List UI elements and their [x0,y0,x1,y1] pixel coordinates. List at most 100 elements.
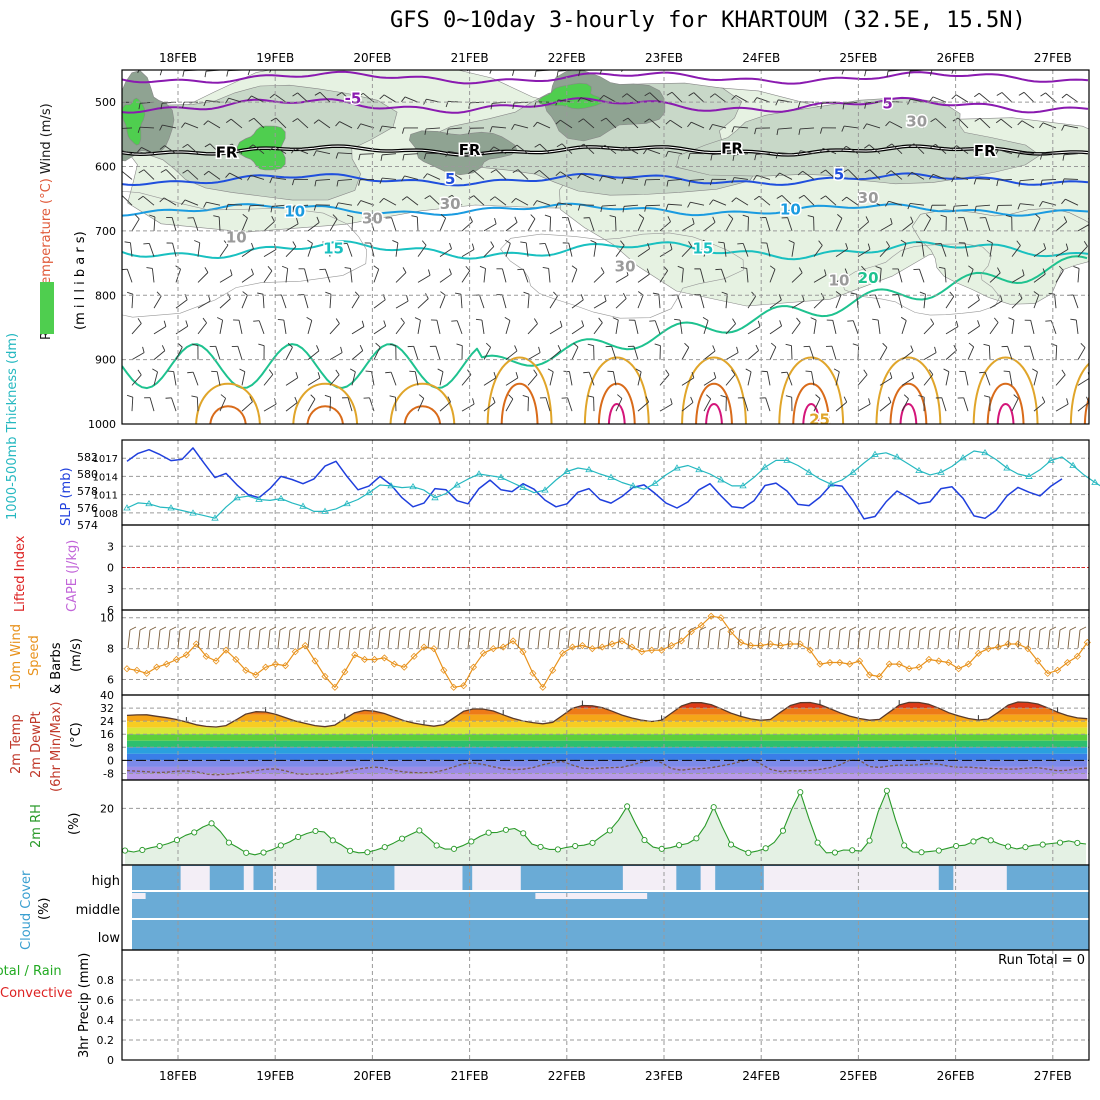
surface-wind-barb-flag [309,626,317,631]
barb-shaft [141,147,155,155]
barb-flag [1073,266,1080,269]
wind-barb [336,178,353,187]
barb-shaft [149,397,155,412]
wind-barb [725,369,736,386]
contour-label: 30 [906,112,927,130]
wind-barb [919,291,926,309]
wind-barb [901,216,914,232]
surface-wind-barb-flag [1039,626,1047,631]
wind-barb [681,241,693,257]
wind-barb [204,143,221,154]
barb-flag [425,293,429,299]
thickness-marker [343,499,351,507]
surface-wind-barb [257,629,261,649]
barb-shaft [989,322,999,335]
wind-barb [819,70,836,73]
wind-barb [907,203,925,210]
surface-wind-barb-flag [419,626,427,631]
barb-shaft [988,70,990,71]
barb-shaft [703,70,704,71]
barb-shaft [329,218,338,232]
wind-barb [181,122,199,129]
rh-tick-label: 20 [100,802,114,815]
barb-shaft [1045,92,1057,103]
cloud-clear-segment [180,866,210,890]
cape-ylabel: CAPE (J/kg) [65,540,80,612]
wind-barb [555,202,573,209]
wind-barb [635,368,642,386]
barb-flag [137,318,142,324]
barb-flag [609,215,616,218]
wind-barb [957,397,969,412]
wind-barb [143,243,155,257]
isotherm-25-arch [195,382,261,424]
barb-shaft [957,117,969,129]
barb-flag [934,346,937,353]
rh-marker [537,843,544,850]
barb-flag [401,196,408,201]
wind-barb [996,92,1013,103]
barb-flag [797,101,801,108]
wind-barb [929,173,947,180]
barb-flag [732,318,737,324]
surface-wind-barb-flag [999,626,1007,631]
surface-wind-barb [347,629,351,649]
barb-flag [577,97,582,103]
thickness-marker [123,504,131,511]
barb-flag [974,92,980,98]
barb-shaft [769,346,777,360]
wind-speed-marker [390,660,398,668]
barb-shaft [681,402,694,412]
barb-flag [919,291,926,295]
barb-flag [335,152,339,159]
wind-barb [1018,91,1035,103]
rh-marker [433,842,440,849]
surface-wind-barb [727,629,731,649]
wind-barb [153,345,166,360]
thickness-marker [959,454,967,461]
wind-barb [555,171,573,180]
isotherm-35-arch [1095,404,1100,428]
surface-wind-barb-flag [919,626,927,631]
barb-shaft [162,124,177,129]
wind-speed-marker [984,645,992,653]
rh-marker [1005,843,1012,850]
lifted-index-tick-label: 6 [107,604,114,617]
wind-barb [511,70,528,76]
barb-shaft [426,127,441,130]
barb-flag [181,199,186,205]
wind-barb [819,147,837,155]
barb-shaft [637,294,644,309]
wind-speed-marker [1034,657,1042,665]
barb-shaft [439,401,451,412]
wind-speed-marker [361,655,369,664]
wind-barb [951,70,968,74]
wind-barb [402,153,419,161]
isotherm-25-arch [681,356,747,424]
surface-wind-barb [127,629,131,649]
barb-flag [137,127,141,134]
barb-flag [226,143,233,148]
wind-barb [967,342,975,360]
top-date-label: 24FEB [742,51,780,65]
wind-barb [131,318,142,335]
surface-wind-barb [317,629,321,649]
barb-flag [511,144,518,150]
wind-barb [358,153,375,161]
wind-barb [417,269,431,283]
barb-flag [534,143,541,148]
barb-shaft [803,194,815,206]
wind-barb [544,214,552,231]
barb-flag [1040,153,1043,160]
barb-shaft [1033,401,1046,412]
barb-shaft [429,195,441,206]
barb-shaft [901,350,914,360]
wind-barb [1055,369,1066,386]
barb-flag [850,292,857,295]
barb-shaft [1033,371,1038,386]
surface-wind-barb-flag [149,626,157,631]
barb-flag [126,394,133,398]
wind-barb [445,150,463,157]
barb-flag [359,345,364,351]
temp-band [127,773,1088,780]
